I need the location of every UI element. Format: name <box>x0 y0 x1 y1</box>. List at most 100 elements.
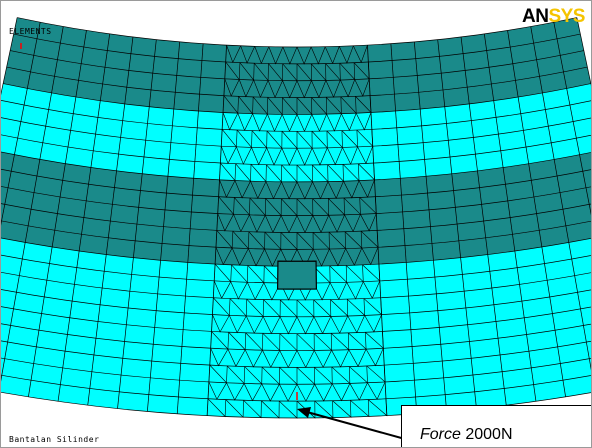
mesh-triangle <box>261 383 280 402</box>
mesh-triangle <box>313 316 332 335</box>
mesh-triangle <box>213 280 232 299</box>
mesh-triangle <box>245 315 264 334</box>
mesh-triangle <box>331 349 350 368</box>
mesh-triangle <box>361 247 379 266</box>
mesh-triangle <box>339 45 354 64</box>
mesh-triangle <box>314 350 332 368</box>
mesh-triangle <box>296 147 313 166</box>
mesh-triangle <box>243 400 262 419</box>
mesh-triangle <box>349 382 368 401</box>
mesh-ring-line <box>1 306 591 334</box>
mesh-triangle <box>282 80 298 99</box>
mesh-triangle <box>248 248 265 267</box>
mesh-triangle <box>210 348 229 367</box>
mesh-triangle <box>281 147 298 166</box>
force-callout-text: Force 2000N <box>420 426 513 444</box>
mesh-ring-line <box>13 33 581 65</box>
plot-title-label: Bantalan Silinder <box>9 435 100 444</box>
mesh-triangle <box>296 80 312 99</box>
mesh-triangle <box>226 382 245 401</box>
mesh-triangle <box>355 112 372 131</box>
mesh-triangle <box>324 46 340 65</box>
mesh-triangle <box>311 147 328 166</box>
mesh-band <box>1 255 591 300</box>
mesh-triangle <box>332 400 352 418</box>
mesh-triangle <box>310 46 326 65</box>
mesh-triangle <box>311 114 327 132</box>
mesh-triangle <box>278 400 298 419</box>
mesh-radial-line <box>176 43 204 414</box>
force-arrow-head <box>297 407 311 418</box>
mesh-triangle <box>296 316 315 335</box>
mesh-triangle <box>266 147 283 166</box>
mesh-ring-line <box>17 17 577 48</box>
mesh-radial-line <box>147 41 181 412</box>
mesh-triangle <box>357 146 374 165</box>
mesh-radial-line <box>57 33 111 402</box>
mesh-band <box>1 272 591 317</box>
mesh-triangle <box>354 78 370 97</box>
mesh-triangle <box>243 383 263 402</box>
mesh-radial-line <box>87 36 134 406</box>
mesh-radial-line <box>1 26 64 382</box>
mesh-radial-line <box>28 30 87 397</box>
mesh-band <box>6 50 588 98</box>
mesh-triangle <box>261 400 280 419</box>
mesh-triangle <box>224 78 240 97</box>
mesh-band <box>1 323 591 368</box>
force-value: 2000N <box>465 426 513 443</box>
mesh-triangle <box>265 181 282 200</box>
mesh-triangle <box>222 112 239 131</box>
mesh-triangle <box>225 399 244 418</box>
mesh-triangle <box>329 282 347 301</box>
mesh-triangle <box>296 46 312 65</box>
mesh-radial-line <box>507 30 566 397</box>
mesh-triangle <box>250 181 267 199</box>
mesh-band <box>1 220 591 267</box>
mesh-triangle <box>227 348 246 367</box>
mesh-zone-boundary <box>206 45 227 416</box>
mesh-triangle <box>244 349 263 368</box>
mesh-ring-line <box>6 66 588 98</box>
mesh-triangle <box>264 248 282 267</box>
mesh-triangle <box>252 113 268 132</box>
mesh-radial-line <box>576 17 591 86</box>
mesh-triangle <box>296 215 314 234</box>
mesh-radial-line <box>1 17 18 96</box>
mesh-triangle <box>327 147 343 166</box>
mesh-triangle <box>296 350 315 369</box>
mesh-triangle <box>229 315 247 334</box>
mesh-triangle <box>312 248 330 267</box>
mesh-triangle <box>367 381 386 400</box>
mesh-triangle <box>231 247 249 266</box>
mesh-band <box>1 186 591 233</box>
mesh-band <box>1 357 591 402</box>
ansys-logo: ANSYS <box>522 7 585 26</box>
mesh-triangle <box>360 213 377 232</box>
mesh-band <box>1 151 591 199</box>
mesh-triangle <box>207 398 227 418</box>
mesh-band <box>10 34 584 81</box>
mesh-ring-line <box>1 271 591 301</box>
mesh-radial-line <box>483 33 537 402</box>
mesh-triangle <box>329 248 346 267</box>
mesh-ring-line <box>1 374 591 402</box>
mesh-ring-line <box>1 340 591 368</box>
mesh-triangle <box>212 314 230 333</box>
mesh-triangle <box>219 179 236 198</box>
mesh-triangle <box>230 281 248 300</box>
mesh-triangle <box>312 181 329 200</box>
mesh-triangle <box>281 181 298 200</box>
mesh-triangle <box>328 214 345 233</box>
mesh-triangle <box>234 180 251 199</box>
mesh-slot <box>276 260 318 290</box>
mesh-triangle <box>238 79 254 98</box>
mesh-triangle <box>347 315 365 334</box>
mesh-triangle <box>265 215 282 234</box>
mesh-triangle <box>267 114 283 132</box>
mesh-triangle <box>268 46 284 65</box>
mesh-triangle <box>251 147 267 166</box>
mesh-triangle <box>296 114 313 133</box>
